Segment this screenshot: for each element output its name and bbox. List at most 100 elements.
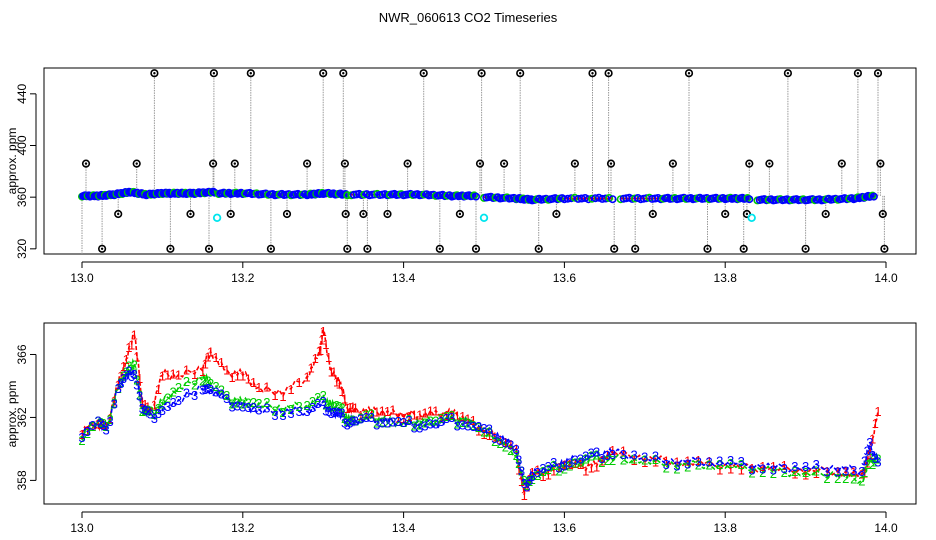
spike-point-center	[671, 162, 675, 165]
x-tick-label: 13.0	[70, 271, 94, 285]
series-2-point-label: 2	[515, 456, 522, 471]
spike-point	[853, 69, 863, 78]
spike-point-center	[344, 212, 347, 216]
spike-point	[97, 244, 107, 253]
series-1-point-label: 1	[89, 419, 96, 434]
series-1-point-label: 1	[131, 328, 138, 343]
series-3-point-label: 3	[582, 448, 589, 463]
series-1-point-label: 1	[609, 443, 616, 458]
spike-point-center	[189, 212, 192, 216]
spike-point-center	[883, 247, 886, 250]
series-2-point-label: 2	[141, 403, 148, 418]
series-3-point-label: 3	[147, 407, 154, 422]
series-1-point-label: 1	[400, 411, 407, 426]
series-1-point-label: 1	[271, 388, 278, 403]
series-3-point-label: 3	[255, 402, 262, 417]
series-2-point-label: 2	[502, 440, 509, 455]
series-3-point-label: 3	[373, 417, 380, 432]
series-2-point-label: 2	[204, 374, 211, 389]
series-3-point-label: 3	[102, 422, 109, 437]
spike-point	[668, 159, 678, 168]
series-3-point-label: 3	[218, 387, 225, 402]
series-3-point-label: 3	[496, 433, 503, 448]
series-1-point-label: 1	[128, 338, 135, 353]
series-2-point-label: 2	[352, 414, 359, 429]
spike-point	[648, 209, 657, 219]
series-1-point-label: 1	[421, 405, 428, 420]
series-2-point-label: 2	[759, 465, 766, 480]
series-1-point-label: 1	[84, 423, 91, 438]
series-1-point-label: 1	[341, 392, 348, 407]
series-2-point-label: 2	[175, 380, 182, 395]
spike-point-center	[342, 72, 345, 75]
series-2-point-label: 2	[136, 387, 143, 402]
spike-point	[209, 159, 218, 168]
series-2-point-label: 2	[448, 408, 455, 423]
spike-point-center	[768, 162, 771, 165]
series-1-point-label: 1	[183, 363, 190, 378]
series-2-point-label: 2	[437, 411, 444, 426]
spike-point-center	[153, 72, 156, 75]
series-3-point-label: 3	[395, 414, 402, 429]
series-1-point-label: 1	[866, 447, 873, 462]
spike-point	[821, 209, 830, 219]
spike-point-center	[233, 162, 236, 165]
series-1-point-label: 1	[199, 364, 206, 379]
series-2-point-label: 2	[861, 465, 868, 480]
series-1-point-label: 1	[115, 378, 122, 393]
series-2-point-label: 2	[823, 471, 830, 486]
spike-point	[341, 209, 350, 219]
y-axis-label: approx. ppm	[5, 128, 19, 195]
series-1-point-label: 1	[123, 352, 130, 367]
series-2-point-label: 2	[223, 388, 230, 403]
series-3-point-label: 3	[459, 418, 466, 433]
series-1-point-label: 1	[834, 464, 841, 479]
series-3-point-label: 3	[279, 408, 286, 423]
series-3-point-label: 3	[507, 438, 514, 453]
series-3-point-label: 3	[338, 406, 345, 421]
spike-point-center	[651, 212, 654, 216]
spike-point	[801, 244, 810, 253]
series-3-point-label: 3	[802, 459, 809, 474]
series-3-point-label: 3	[759, 462, 766, 477]
series-1-point-label: 1	[202, 357, 209, 372]
series-2-point-label: 2	[432, 414, 439, 429]
series-3-point-label: 3	[663, 457, 670, 472]
series-3-point-label: 3	[250, 400, 257, 415]
series-3-point-label: 3	[684, 456, 691, 471]
series-1-point-label: 1	[155, 382, 162, 397]
series-2-point-label: 2	[604, 453, 611, 468]
spike-point-center	[786, 72, 790, 75]
series-3-point-label: 3	[144, 404, 151, 419]
spike-point	[610, 244, 619, 253]
spike-point-center	[502, 162, 506, 165]
series-3-point-label: 3	[502, 435, 509, 450]
series-3-point-label: 3	[555, 460, 562, 475]
series-1-point-label: 1	[641, 455, 648, 470]
spike-point-center	[840, 162, 843, 165]
series-2-point-label: 2	[117, 375, 124, 390]
series-3-point-label: 3	[872, 451, 879, 466]
series-2-point-label: 2	[550, 458, 557, 473]
series-2-point-label: 2	[842, 471, 849, 486]
series-2-point-label: 2	[421, 416, 428, 431]
series-1-point-label: 1	[416, 407, 423, 422]
series-1-point-label: 1	[716, 463, 723, 478]
series-3-point-label: 3	[861, 454, 868, 469]
series-1-point-label: 1	[133, 349, 140, 364]
series-3-point-label: 3	[123, 368, 130, 383]
series-2-point-label: 2	[609, 453, 616, 468]
spike-point-center	[609, 162, 613, 165]
series-1-point-label: 1	[106, 411, 113, 426]
series-2-point-label: 2	[872, 454, 879, 469]
spike-point	[303, 159, 312, 168]
series-1-point-label: 1	[295, 375, 302, 390]
series-1-point-label: 1	[464, 412, 471, 427]
series-2-point-label: 2	[111, 396, 118, 411]
series-3-point-label: 3	[333, 404, 340, 419]
spike-point	[684, 69, 694, 78]
series-1-point-label: 1	[684, 454, 691, 469]
series-3-point-label: 3	[89, 418, 96, 433]
